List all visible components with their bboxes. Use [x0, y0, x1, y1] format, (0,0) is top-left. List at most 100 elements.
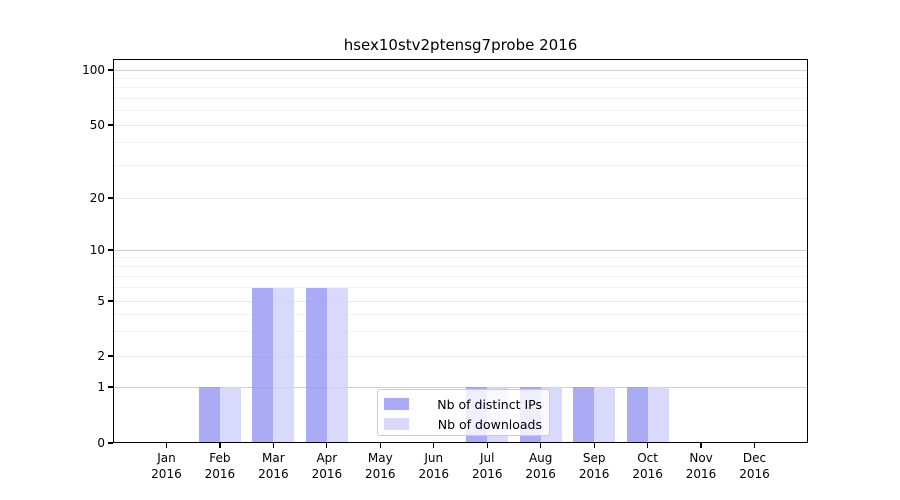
x-tick-label-line: Feb — [209, 451, 231, 465]
x-tick-nov — [700, 443, 702, 448]
y-tick-10 — [108, 249, 113, 251]
x-tick-label-aug: Aug 2016 — [509, 451, 573, 482]
x-tick-label-line: May — [367, 451, 393, 465]
x-tick-label-dec: Dec 2016 — [723, 451, 787, 482]
x-tick-label-line: 2016 — [578, 466, 610, 481]
y-tick-label-50: 50 — [89, 118, 105, 132]
x-tick-label-apr: Apr 2016 — [295, 451, 359, 482]
x-tick-label-line: 2016 — [311, 466, 343, 481]
y-tick-label-5: 5 — [97, 294, 105, 308]
x-tick-label-line: Aug — [528, 451, 553, 465]
y-tick-100 — [108, 69, 113, 71]
bar-apr-downloads — [326, 287, 348, 443]
chart-title: hsex10stv2ptensg7probe 2016 — [343, 36, 578, 54]
x-tick-oct — [647, 443, 649, 448]
x-tick-apr — [326, 443, 328, 448]
x-tick-sep — [593, 443, 595, 448]
x-tick-label-line: Oct — [637, 451, 658, 465]
legend-item-downloads: Nb of downloads — [384, 414, 542, 434]
x-tick-aug — [540, 443, 542, 448]
x-tick-jun — [433, 443, 435, 448]
y-tick-label-20: 20 — [89, 191, 105, 205]
legend: Nb of distinct IPs Nb of downloads — [377, 389, 550, 436]
gridline-1 — [113, 386, 808, 388]
x-tick-label-line: 2016 — [418, 466, 450, 481]
gridline-100 — [113, 69, 808, 71]
x-tick-label-sep: Sep 2016 — [562, 451, 626, 482]
x-tick-label-line: Dec — [742, 451, 767, 465]
x-tick-label-line: 2016 — [525, 466, 556, 481]
x-tick-label-jul: Jul 2016 — [455, 451, 519, 482]
gridline-minor — [113, 287, 808, 289]
gridline-minor — [113, 265, 808, 267]
bar-feb-downloads — [219, 387, 241, 443]
gridline-minor — [113, 257, 808, 259]
y-tick-label-0: 0 — [97, 436, 105, 450]
y-tick-label-1: 1 — [97, 380, 105, 394]
x-tick-feb — [219, 443, 221, 448]
gridline-minor — [113, 77, 808, 79]
y-tick-label-100: 100 — [82, 63, 105, 77]
bar-sep-downloads — [594, 387, 616, 443]
x-tick-may — [379, 443, 381, 448]
x-tick-label-nov: Nov 2016 — [669, 451, 733, 482]
y-tick-0 — [108, 442, 113, 444]
bar-sep-distinct-ips — [573, 387, 595, 443]
legend-item-distinct-ips: Nb of distinct IPs — [384, 394, 542, 414]
x-tick-mar — [272, 443, 274, 448]
legend-swatch-downloads-icon — [384, 418, 409, 430]
gridline-5 — [113, 300, 808, 302]
x-tick-label-jan: Jan 2016 — [134, 451, 198, 482]
x-tick-label-line: 2016 — [258, 466, 289, 481]
x-tick-label-line: Jun — [424, 451, 444, 465]
legend-swatch-distinct-ips-icon — [384, 398, 409, 410]
x-tick-label-line: 2016 — [685, 466, 717, 481]
bar-oct-downloads — [647, 387, 669, 443]
x-tick-label-line: Nov — [689, 451, 713, 465]
gridline-10 — [113, 249, 808, 251]
x-tick-label-oct: Oct 2016 — [616, 451, 680, 482]
gridline-2 — [113, 355, 808, 357]
x-tick-label-line: 2016 — [204, 466, 236, 481]
x-tick-label-mar: Mar 2016 — [241, 451, 305, 482]
x-tick-label-may: May 2016 — [348, 451, 412, 482]
gridline-minor — [113, 331, 808, 333]
gridline-minor — [113, 110, 808, 112]
y-tick-2 — [108, 355, 113, 357]
gridline-minor — [113, 97, 808, 99]
x-tick-dec — [753, 443, 756, 448]
x-tick-label-line: 2016 — [739, 466, 770, 481]
x-tick-jul — [486, 443, 488, 448]
x-tick-label-line: 2016 — [471, 466, 503, 481]
x-tick-label-line: 2016 — [151, 466, 182, 481]
x-tick-label-feb: Feb 2016 — [188, 451, 252, 482]
y-tick-50 — [108, 124, 113, 126]
y-tick-label-2: 2 — [97, 349, 105, 363]
y-tick-1 — [108, 386, 113, 388]
bar-feb-distinct-ips — [198, 387, 220, 443]
gridline-minor — [113, 313, 808, 315]
bar-apr-distinct-ips — [305, 287, 327, 443]
legend-label-downloads: Nb of downloads — [437, 416, 542, 432]
gridline-minor — [113, 275, 808, 277]
legend-label-distinct-ips: Nb of distinct IPs — [437, 396, 542, 412]
gridline-20 — [113, 197, 808, 199]
bar-mar-distinct-ips — [252, 287, 274, 443]
gridline-minor — [113, 142, 808, 144]
x-tick-label-line: Mar — [262, 451, 285, 465]
bar-mar-downloads — [273, 287, 295, 443]
y-tick-5 — [108, 300, 113, 302]
gridline-50 — [113, 124, 808, 126]
y-tick-label-10: 10 — [89, 243, 105, 257]
gridline-minor — [113, 165, 808, 167]
x-tick-label-jun: Jun 2016 — [402, 451, 466, 482]
x-tick-jan — [165, 443, 168, 448]
bar-oct-distinct-ips — [626, 387, 648, 443]
x-tick-label-line: Apr — [316, 451, 338, 465]
x-tick-label-line: Sep — [582, 451, 606, 465]
x-tick-label-line: 2016 — [365, 466, 396, 481]
plot-area — [113, 59, 808, 443]
x-tick-label-line: 2016 — [632, 466, 663, 481]
gridline-minor — [113, 87, 808, 89]
